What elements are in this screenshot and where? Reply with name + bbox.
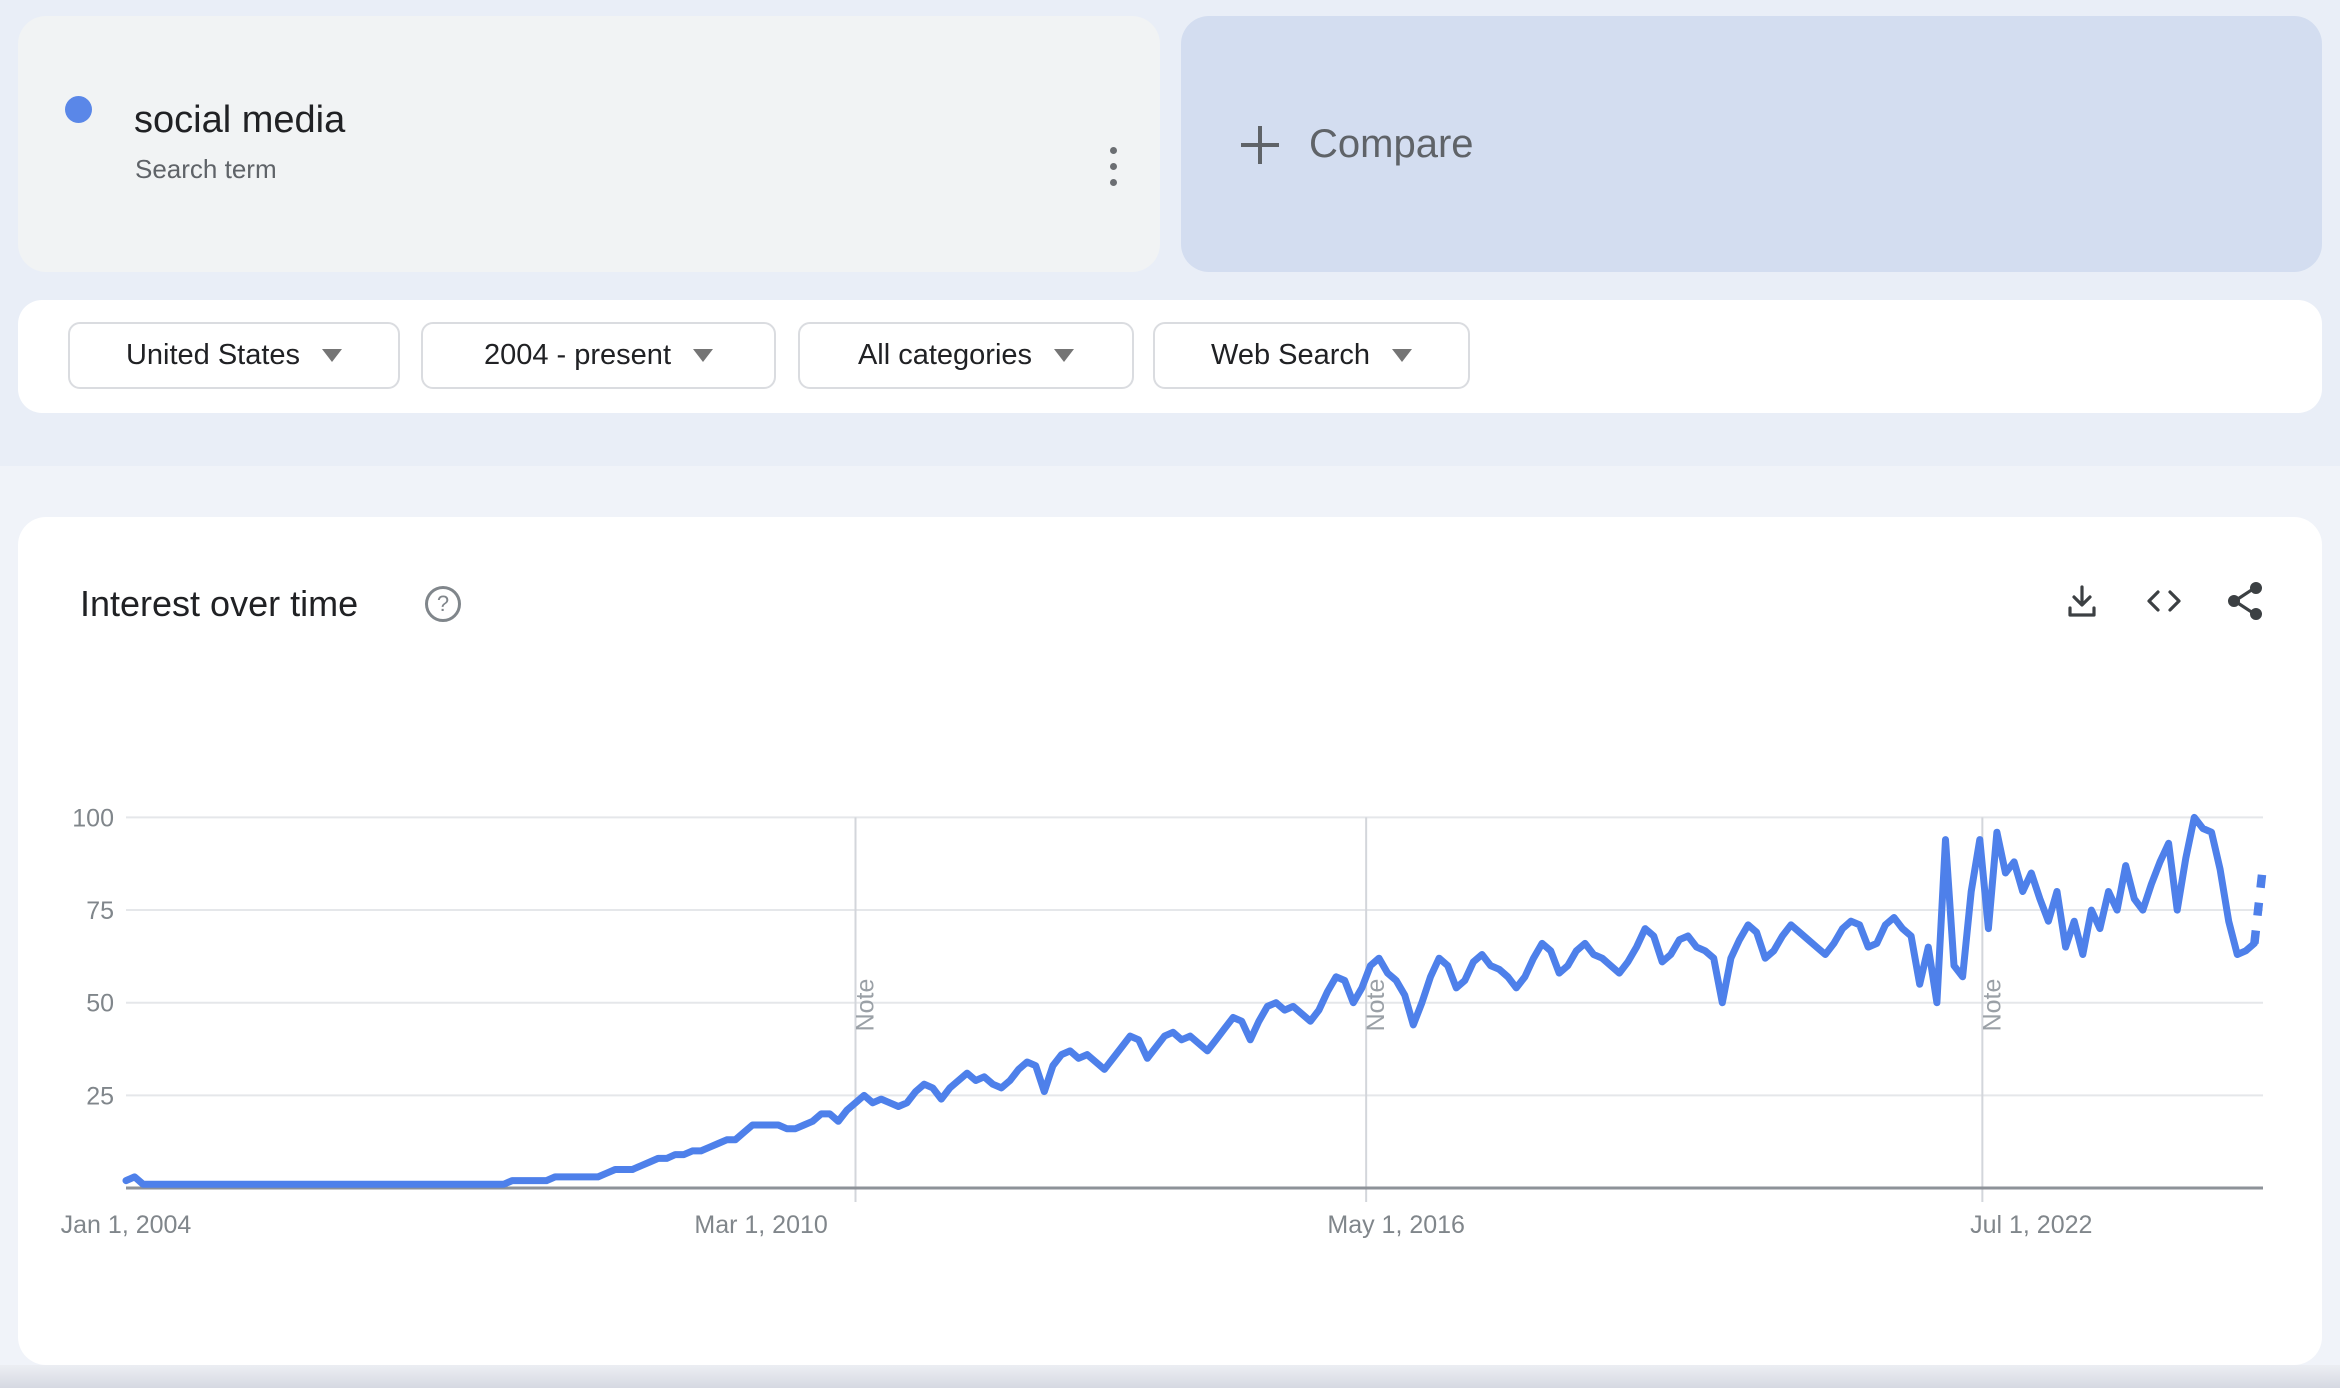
search-term-card[interactable]: social media Search term bbox=[18, 16, 1160, 272]
chart-title: Interest over time bbox=[80, 583, 359, 624]
add-comparison-card[interactable]: Compare bbox=[1181, 16, 2322, 272]
term-options-kebab-icon[interactable] bbox=[1090, 121, 1136, 211]
svg-text:Mar 1, 2010: Mar 1, 2010 bbox=[694, 1211, 827, 1239]
svg-text:Jan 1, 2004: Jan 1, 2004 bbox=[61, 1211, 192, 1239]
download-icon[interactable] bbox=[2060, 579, 2104, 623]
series-color-dot-icon bbox=[65, 96, 92, 123]
geo-filter-dropdown[interactable]: United States bbox=[68, 322, 400, 389]
category-filter-dropdown[interactable]: All categories bbox=[798, 322, 1134, 389]
search-type-filter-dropdown[interactable]: Web Search bbox=[1153, 322, 1470, 389]
share-icon[interactable] bbox=[2224, 579, 2268, 623]
chevron-down-icon bbox=[322, 349, 343, 362]
plus-icon bbox=[1241, 125, 1279, 164]
search-term-type-label: Search term bbox=[135, 154, 277, 184]
help-icon[interactable]: ? bbox=[425, 586, 461, 622]
chart-actions bbox=[2060, 579, 2268, 623]
svg-text:May 1, 2016: May 1, 2016 bbox=[1327, 1211, 1465, 1239]
compare-label: Compare bbox=[1309, 122, 1474, 166]
chevron-down-icon bbox=[1392, 349, 1413, 362]
search-term-text: social media bbox=[134, 99, 346, 141]
interest-line-chart[interactable]: 25 50 75 100 Note Note Note Jan 1, 2004 Mar 1, 2… bbox=[18, 517, 2322, 1365]
chevron-down-icon bbox=[693, 349, 713, 362]
svg-text:Note: Note bbox=[1362, 979, 1390, 1032]
svg-text:Note: Note bbox=[1978, 979, 2006, 1032]
filter-bar: United States 2004 - present All categor… bbox=[18, 300, 2322, 413]
svg-text:75: 75 bbox=[86, 897, 114, 925]
interest-over-time-card: Interest over time ? bbox=[18, 517, 2322, 1365]
svg-text:50: 50 bbox=[86, 990, 114, 1018]
svg-text:Note: Note bbox=[851, 979, 879, 1032]
results-section: Interest over time ? bbox=[0, 466, 2340, 1388]
chevron-down-icon bbox=[1054, 349, 1075, 362]
svg-text:100: 100 bbox=[72, 804, 114, 832]
explore-header: social media Search term Compare United … bbox=[0, 0, 2340, 466]
svg-text:25: 25 bbox=[86, 1082, 114, 1110]
embed-code-icon[interactable] bbox=[2142, 579, 2186, 623]
time-range-filter-dropdown[interactable]: 2004 - present bbox=[421, 322, 776, 389]
svg-text:Jul 1, 2022: Jul 1, 2022 bbox=[1970, 1211, 2092, 1239]
scroll-edge-divider bbox=[0, 1365, 2340, 1388]
